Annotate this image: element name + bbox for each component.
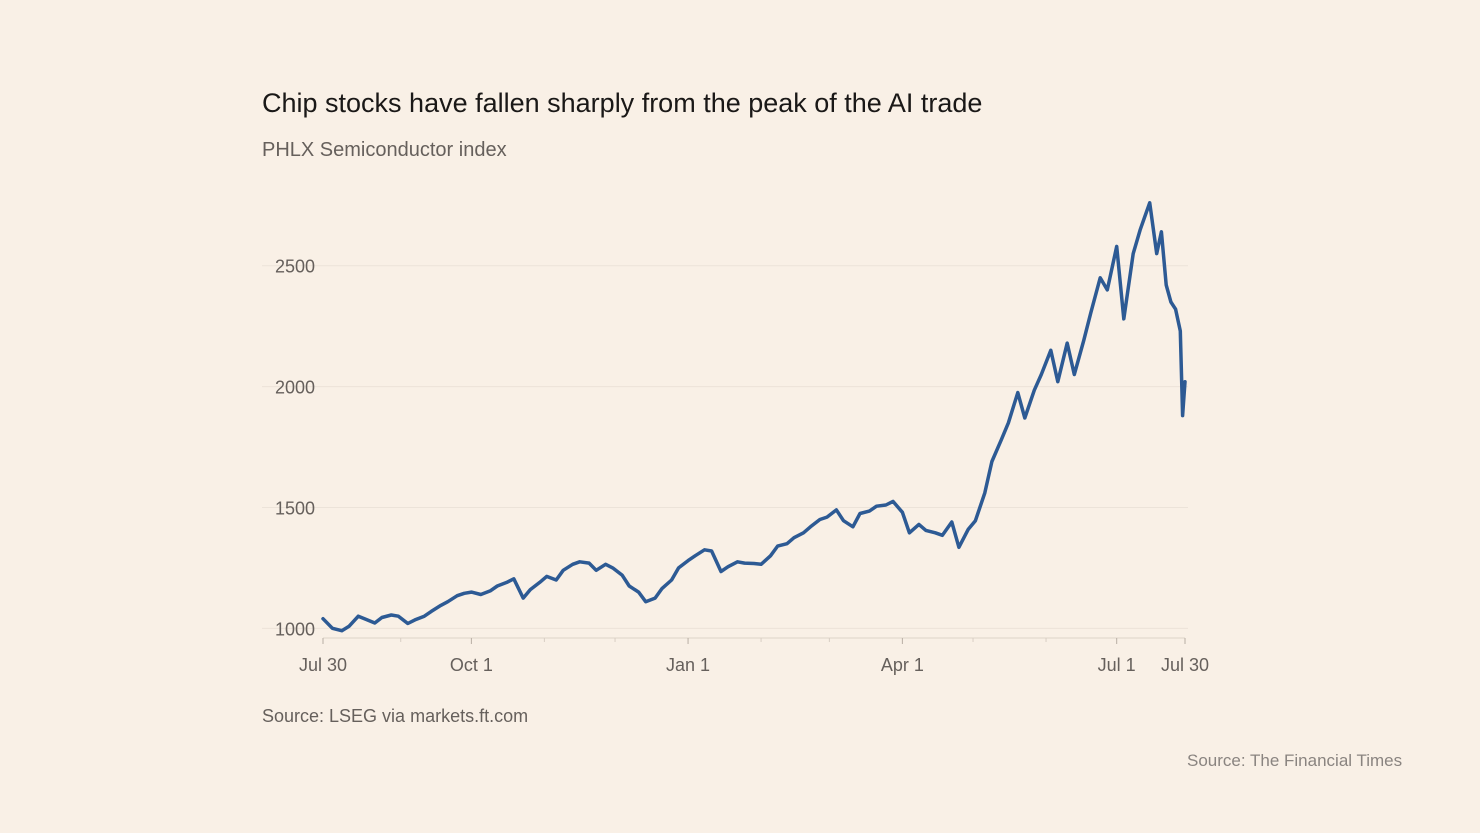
x-tick-label: Oct 1	[450, 655, 493, 675]
x-tick-label: Jul 30	[299, 655, 347, 675]
chart-title: Chip stocks have fallen sharply from the…	[262, 88, 983, 118]
image-attribution: Source: The Financial Times	[1187, 751, 1403, 770]
x-tick-label: Jul 1	[1098, 655, 1136, 675]
x-tick-label: Jul 30	[1161, 655, 1209, 675]
chart-source: Source: LSEG via markets.ft.com	[262, 706, 529, 726]
series-line	[321, 201, 1187, 633]
y-tick-label: 1000	[275, 619, 315, 639]
y-tick-label: 1500	[275, 498, 315, 518]
chart-subtitle: PHLX Semiconductor index	[262, 139, 507, 161]
y-tick-label: 2500	[275, 257, 315, 277]
x-tick-label: Jan 1	[666, 655, 710, 675]
x-tick-label: Apr 1	[881, 655, 924, 675]
y-tick-label: 2000	[275, 378, 315, 398]
